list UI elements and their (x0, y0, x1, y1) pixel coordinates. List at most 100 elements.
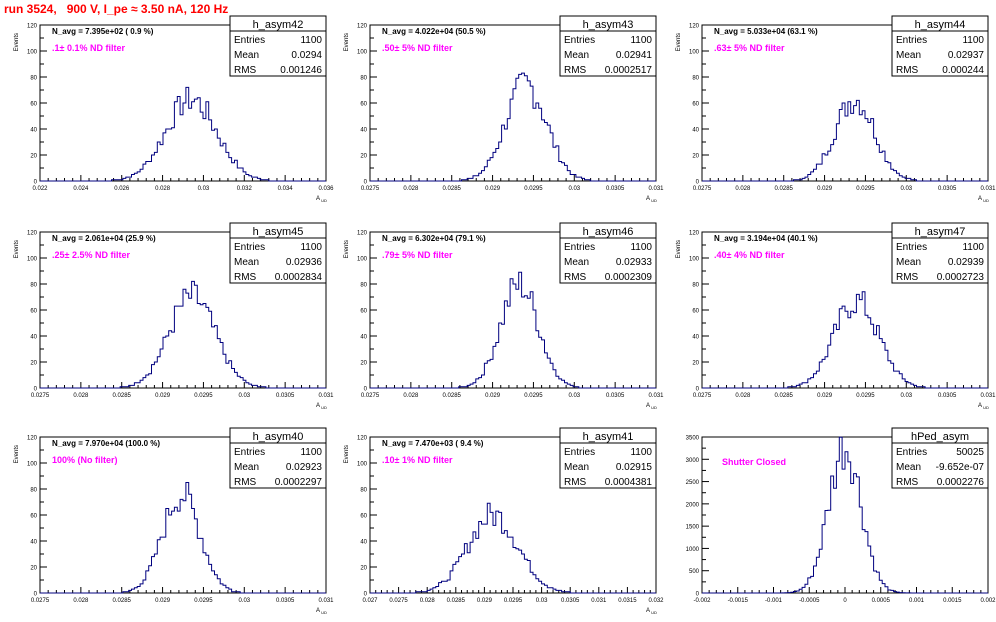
x-tick-label: 0.03 (900, 393, 912, 399)
x-tick-label: 0.0285 (775, 393, 794, 399)
x-tick-label: 0.0285 (775, 186, 794, 192)
stats-box (891, 222, 989, 284)
x-axis-title: A UD (316, 196, 327, 203)
histogram-name: h_asym40 (253, 431, 304, 443)
x-tick-label: 0.001 (909, 598, 925, 604)
x-tick-label: -0.0015 (728, 598, 749, 604)
x-tick-label: 0.028 (420, 598, 436, 604)
x-tick-label: 0.031 (980, 393, 996, 399)
x-tick-label: 0.026 (114, 186, 130, 192)
stats-label: Mean (564, 462, 589, 473)
x-tick-label: 0.0305 (938, 393, 957, 399)
histogram-series (40, 482, 326, 594)
histogram-name: h_asym41 (583, 431, 634, 443)
histogram-series (370, 72, 656, 182)
y-tick-label: 0 (34, 592, 38, 598)
y-tick-label: 80 (360, 488, 367, 494)
x-tick-label: 0.0005 (872, 598, 891, 604)
x-tick-label: 0.0305 (561, 598, 580, 604)
stats-value: 0.0002517 (605, 65, 653, 76)
histogram-name: h_asym46 (583, 226, 634, 238)
x-tick-label: 0.0275 (693, 186, 712, 192)
x-tick-label: -0.002 (693, 598, 711, 604)
stats-value: 1100 (962, 242, 984, 253)
x-tick-label: 0.0275 (693, 393, 712, 399)
x-tick-label: 0.0285 (113, 598, 132, 604)
stats-label: RMS (896, 477, 919, 488)
y-tick-label: 80 (692, 76, 699, 82)
y-tick-label: 20 (30, 154, 37, 160)
x-tick-label: 0.0285 (113, 393, 132, 399)
y-tick-label: 80 (30, 283, 37, 289)
stats-label: Entries (564, 35, 595, 46)
x-tick-label: 0.03 (568, 393, 580, 399)
x-tick-label: 0.0295 (194, 598, 213, 604)
x-tick-label: 0.0305 (276, 393, 295, 399)
x-tick-label: 0.027 (362, 598, 378, 604)
x-tick-label: 0.03 (900, 186, 912, 192)
x-tick-label: 0.0275 (361, 186, 380, 192)
y-axis-title: Events (344, 445, 350, 463)
stats-box (891, 427, 989, 489)
y-tick-label: 0 (34, 180, 38, 186)
stats-value: 0.02915 (616, 462, 653, 473)
y-tick-label: 40 (692, 128, 699, 134)
panel-h_asym41: 0 20 40 60 80 100 120 0.027 0.0275 0.028 0.0285 0.0… (344, 427, 664, 615)
stats-value: 1100 (300, 35, 322, 46)
x-tick-label: 0.002 (980, 598, 996, 604)
x-tick-label: 0.0275 (31, 598, 50, 604)
stats-label: RMS (564, 65, 587, 76)
histogram-name: h_asym44 (915, 19, 966, 31)
x-tick-label: 0 (843, 598, 847, 604)
stats-value: 0.02939 (948, 257, 985, 268)
navg-label: N_avg = 7.470e+03 ( 9.4 %) (382, 439, 484, 448)
y-tick-label: 20 (692, 361, 699, 367)
filter-label: .63± 5% ND filter (714, 43, 785, 53)
y-tick-label: 60 (360, 102, 367, 108)
y-tick-label: 3000 (686, 458, 700, 464)
stats-label: Mean (234, 50, 259, 61)
y-tick-label: 40 (30, 540, 37, 546)
y-axis-title: Events (14, 240, 20, 258)
stats-value: 0.02933 (616, 257, 653, 268)
x-tick-label: 0.029 (477, 598, 493, 604)
navg-label: N_avg = 7.970e+04 (100.0 %) (52, 439, 160, 448)
navg-label: N_avg = 5.033e+04 (63.1 %) (714, 27, 818, 36)
y-tick-label: 40 (692, 335, 699, 341)
histogram-series (702, 436, 988, 594)
stats-label: Entries (896, 447, 927, 458)
y-tick-label: 100 (27, 462, 38, 468)
y-tick-label: 40 (30, 335, 37, 341)
y-tick-label: 120 (357, 231, 368, 237)
x-tick-label: -0.001 (765, 598, 783, 604)
y-tick-label: 20 (360, 361, 367, 367)
x-tick-label: 0.028 (735, 186, 751, 192)
y-tick-label: 60 (30, 309, 37, 315)
stats-label: RMS (564, 272, 587, 283)
stats-label: RMS (234, 477, 257, 488)
y-tick-label: 20 (360, 154, 367, 160)
x-tick-label: -0.0005 (799, 598, 820, 604)
y-tick-label: 1000 (686, 547, 700, 553)
navg-label: N_avg = 4.022e+04 (50.5 %) (382, 27, 486, 36)
y-tick-label: 20 (360, 566, 367, 572)
stats-box (229, 222, 327, 284)
histogram-series (370, 271, 656, 389)
y-tick-label: 120 (357, 24, 368, 30)
filter-label: .40± 4% ND filter (714, 250, 785, 260)
x-tick-label: 0.03 (238, 598, 250, 604)
stats-value: 0.000244 (942, 65, 984, 76)
y-tick-label: 1500 (686, 525, 700, 531)
x-tick-label: 0.0275 (389, 598, 408, 604)
stats-box (229, 15, 327, 77)
y-tick-label: 40 (360, 128, 367, 134)
x-tick-label: 0.0015 (943, 598, 962, 604)
stats-box (559, 222, 657, 284)
y-tick-label: 0 (364, 387, 368, 393)
x-tick-label: 0.0295 (856, 186, 875, 192)
y-tick-label: 2500 (686, 480, 700, 486)
stats-value: 0.0004381 (605, 477, 653, 488)
stats-value: 50025 (956, 447, 984, 458)
x-tick-label: 0.0285 (447, 598, 466, 604)
y-tick-label: 40 (360, 335, 367, 341)
